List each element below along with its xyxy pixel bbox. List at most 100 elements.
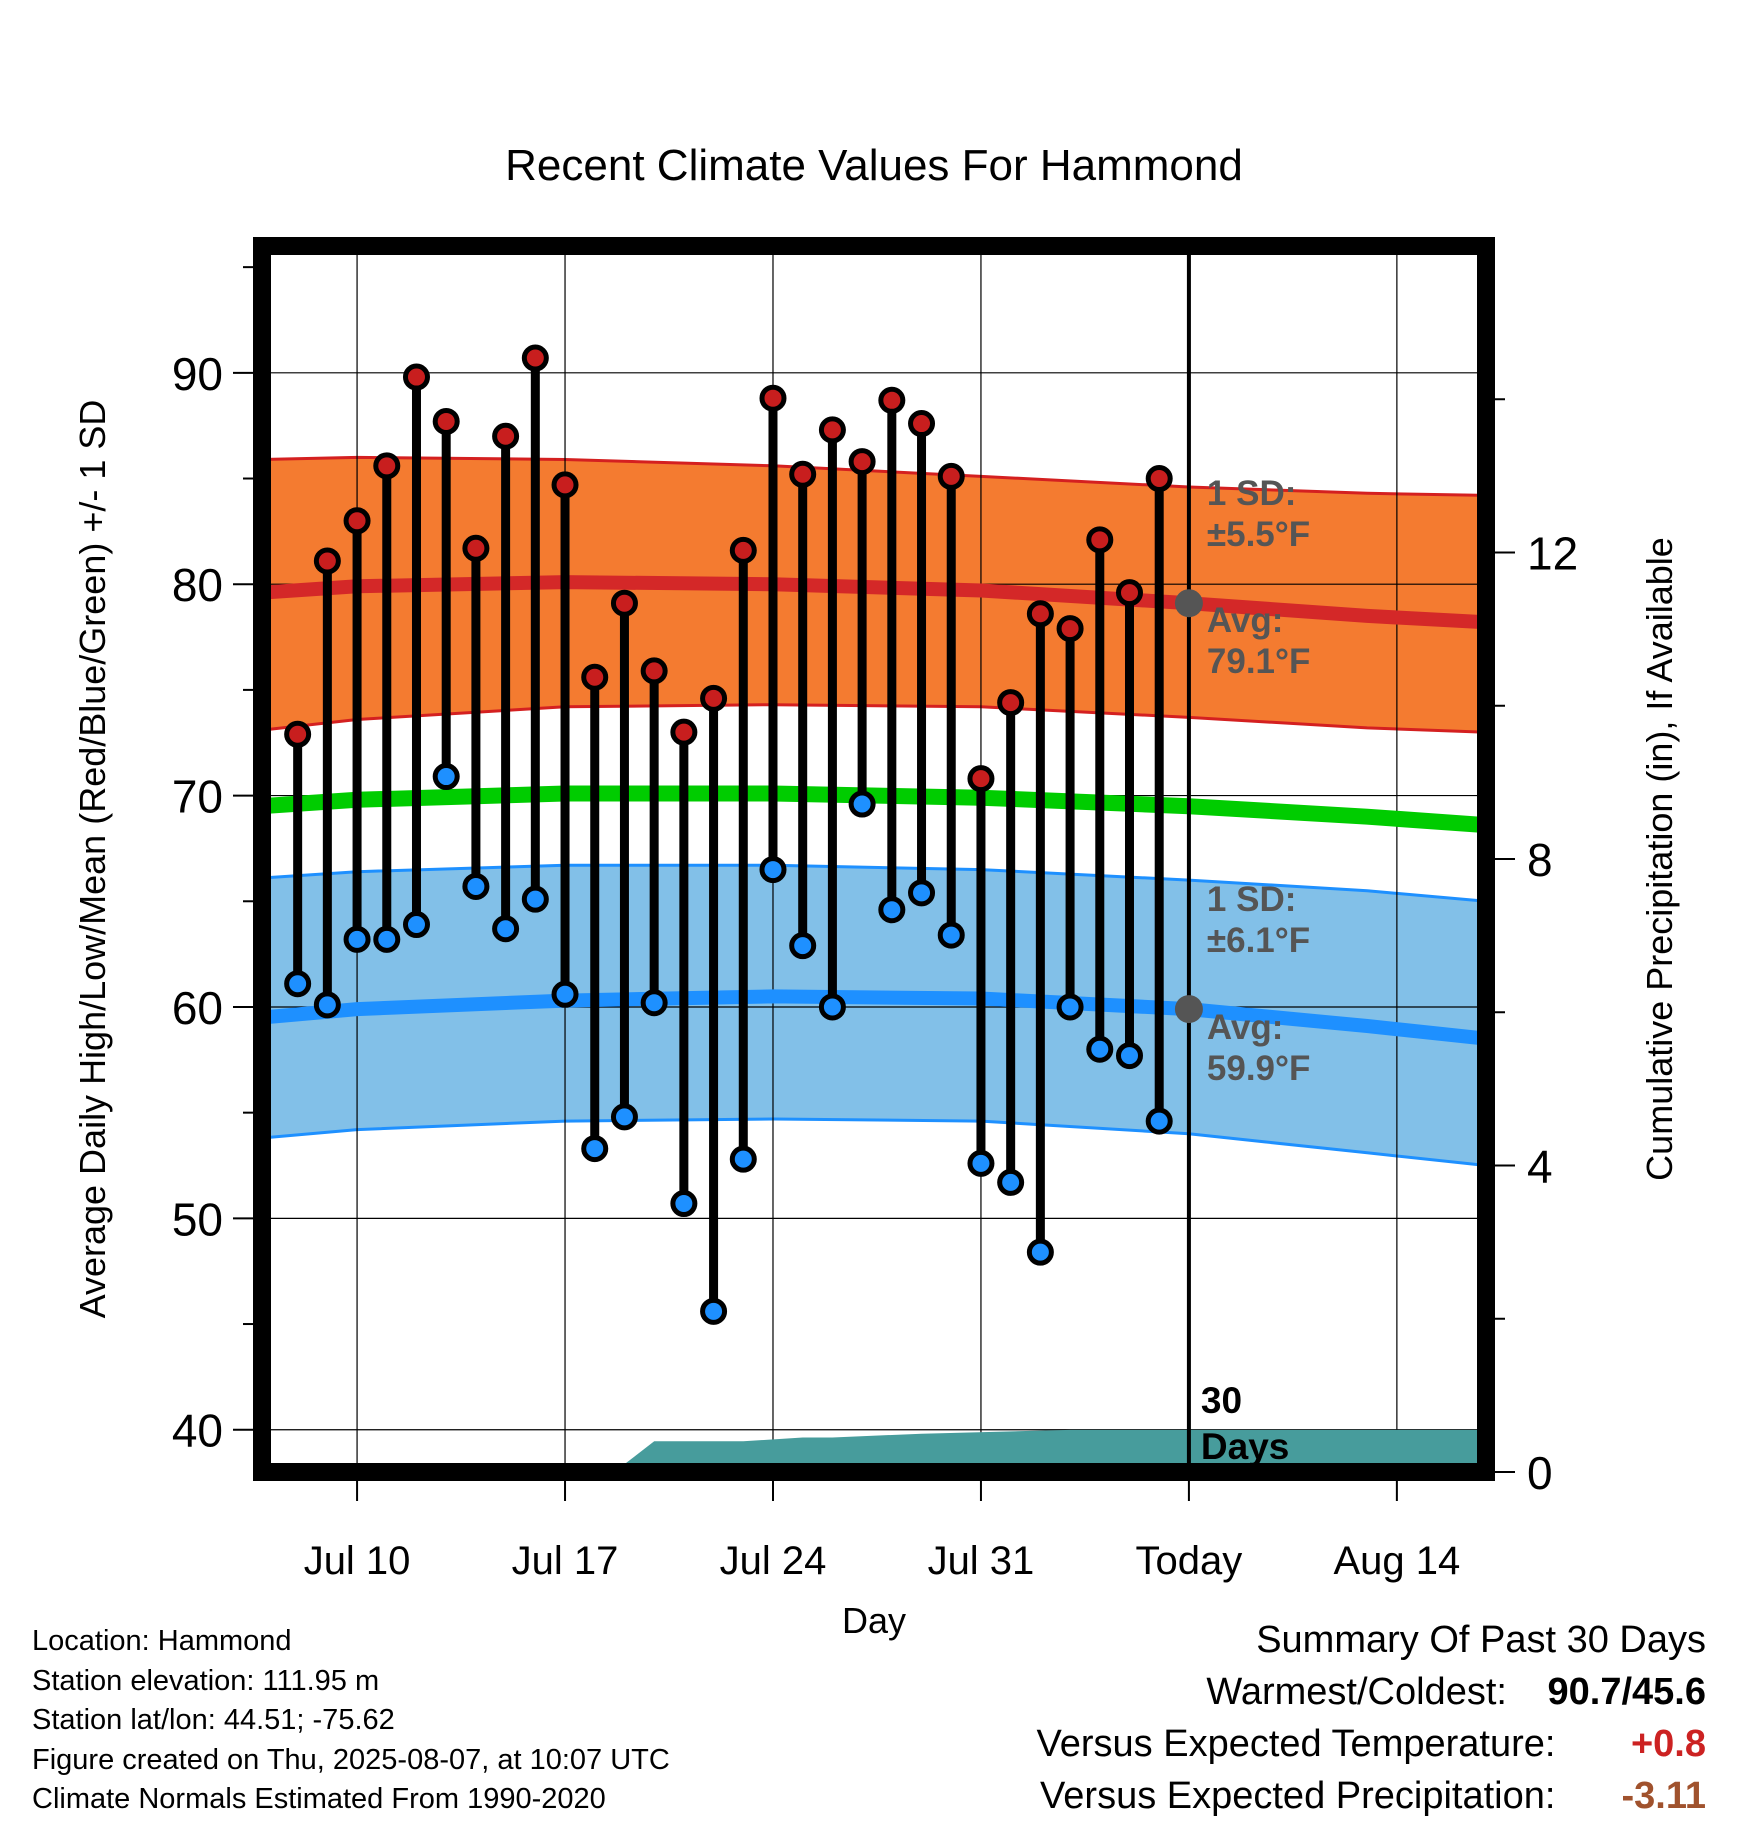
y-left-tick-label: 40: [172, 1405, 223, 1457]
daily-high-point: [1026, 600, 1054, 628]
daily-high-point: [373, 452, 401, 480]
low-avg-label: Avg:: [1207, 1008, 1283, 1047]
precip-cumulative-area: [565, 1429, 1486, 1472]
temp-departure-label: Versus Expected Temperature:: [1036, 1723, 1556, 1765]
daily-low-point: [700, 1297, 728, 1325]
daily-high-point: [492, 422, 520, 450]
daily-low-point: [640, 989, 668, 1017]
summary-warm-cold: Warmest/Coldest: 90.7/45.6: [1037, 1666, 1706, 1718]
chart-title: Recent Climate Values For Hammond: [505, 141, 1243, 190]
daily-high-point: [997, 689, 1025, 717]
low-normal-line: [262, 989, 1486, 1046]
daily-high-point: [462, 534, 490, 562]
daily-high-point: [640, 657, 668, 685]
daily-low-point: [759, 856, 787, 884]
daily-high-point: [284, 720, 312, 748]
daily-high-point: [878, 386, 906, 414]
y-right-tick-label: 8: [1527, 834, 1553, 886]
low-avg-marker: [1174, 995, 1203, 1024]
y-axis-left-label: Average Daily High/Low/Mean (Red/Blue/Gr…: [72, 400, 113, 1319]
daily-high-point: [700, 684, 728, 712]
high-avg-marker: [1174, 589, 1203, 618]
daily-low-point: [343, 925, 371, 953]
high-sd-label: 1 SD:: [1207, 474, 1296, 513]
low-sd-upper-edge: [262, 863, 1486, 903]
low-sd-label: 1 SD:: [1207, 880, 1296, 919]
daily-low-point: [581, 1135, 609, 1163]
daily-low-point: [1115, 1042, 1143, 1070]
daily-high-point: [432, 407, 460, 435]
high-avg-value: 79.1°F: [1207, 642, 1311, 681]
location-text: Location: Hammond: [32, 1625, 292, 1657]
daily-low-point: [818, 993, 846, 1021]
y-left-tick-label: 50: [172, 1193, 223, 1245]
daily-low-point: [878, 896, 906, 924]
window-label-line-1: 30: [1201, 1380, 1242, 1421]
daily-high-point: [908, 410, 936, 438]
warm-cold-value: 90.7/45.6: [1547, 1671, 1706, 1713]
daily-low-point: [432, 763, 460, 791]
y-right-tick-label: 0: [1527, 1447, 1553, 1499]
daily-high-point: [1056, 615, 1084, 643]
daily-low-point: [492, 915, 520, 943]
y-right-tick-label: 12: [1527, 528, 1578, 580]
daily-low-point: [402, 911, 430, 939]
daily-high-point: [759, 384, 787, 412]
x-tick-label: Jul 31: [928, 1539, 1035, 1583]
daily-low-point: [284, 970, 312, 998]
daily-low-point: [313, 991, 341, 1019]
latlon-text: Station lat/lon: 44.51; -75.62: [32, 1704, 395, 1736]
precip-departure-label: Versus Expected Precipitation:: [1040, 1775, 1556, 1817]
high-sd-lower-edge: [262, 703, 1486, 734]
daily-high-point: [521, 344, 549, 372]
x-axis-label: Day: [842, 1600, 906, 1641]
window-label-line-2: Days: [1201, 1426, 1289, 1467]
daily-high-point: [1086, 526, 1114, 554]
y-left-tick-label: 70: [172, 771, 223, 823]
daily-high-point: [1145, 465, 1173, 493]
daily-low-point: [997, 1168, 1025, 1196]
x-tick-label: Jul 17: [512, 1539, 619, 1583]
summary-heading: Summary Of Past 30 Days: [1256, 1619, 1706, 1661]
daily-high-point: [967, 765, 995, 793]
axes: 40 50 60 70 80 90 0 4 8 12 Jul 10 Jul 17 Jul 24 Jul 3…: [172, 237, 1578, 1583]
low-avg-value: 59.9°F: [1207, 1049, 1311, 1088]
x-tick-label: Aug 14: [1333, 1539, 1460, 1583]
daily-low-point: [670, 1190, 698, 1218]
daily-high-point: [581, 663, 609, 691]
daily-low-point: [521, 885, 549, 913]
daily-high-point: [937, 462, 965, 490]
daily-low-point: [1026, 1238, 1054, 1266]
warm-cold-label: Warmest/Coldest:: [1206, 1671, 1507, 1713]
daily-low-point: [1056, 993, 1084, 1021]
daily-low-point: [848, 790, 876, 818]
daily-high-point: [848, 448, 876, 476]
daily-high-point: [610, 589, 638, 617]
station-info: Location: Hammond Station elevation: 111…: [32, 1622, 670, 1820]
x-tick-label: Today: [1136, 1539, 1243, 1583]
daily-high-point: [313, 547, 341, 575]
low-sd-lower-edge: [262, 1117, 1486, 1167]
daily-low-point: [610, 1103, 638, 1131]
high-sd-value: ±5.5°F: [1207, 515, 1310, 554]
daily-low-point: [789, 932, 817, 960]
y-left-tick-label: 80: [172, 559, 223, 611]
daily-high-point: [789, 460, 817, 488]
normals-text: Climate Normals Estimated From 1990-2020: [32, 1783, 606, 1815]
y-left-tick-label: 60: [172, 982, 223, 1034]
daily-high-point: [818, 416, 846, 444]
summary-precip: Versus Expected Precipitation: -3.11: [1037, 1770, 1706, 1822]
daily-high-point: [551, 471, 579, 499]
daily-low-point: [551, 980, 579, 1008]
daily-high-point: [670, 718, 698, 746]
y-left-tick-label: 90: [172, 348, 223, 400]
daily-low-point: [908, 879, 936, 907]
x-tick-label: Jul 10: [304, 1539, 411, 1583]
daily-low-point: [1086, 1035, 1114, 1063]
summary-temp: Versus Expected Temperature: +0.8: [1037, 1718, 1706, 1770]
daily-high-point: [729, 536, 757, 564]
daily-low-point: [373, 925, 401, 953]
